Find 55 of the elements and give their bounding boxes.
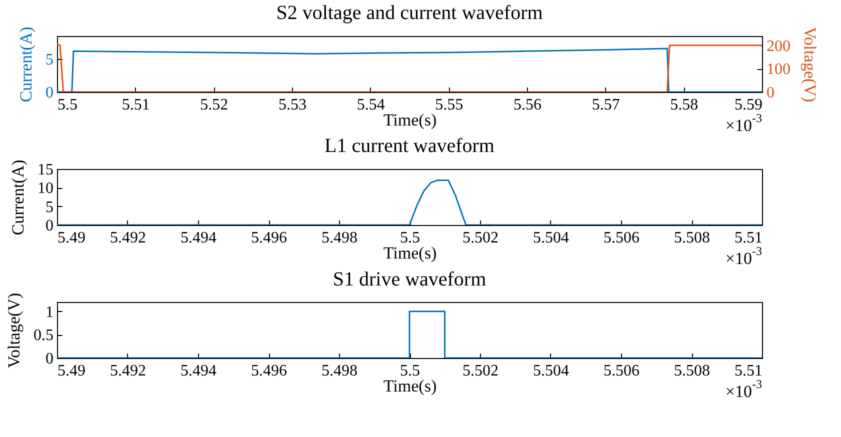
x-tick-label: 5.508	[674, 362, 710, 380]
chart-title: S1 drive waveform	[332, 268, 487, 290]
y-axis-title: Current(A)	[16, 26, 36, 102]
y-tick-label: 15	[38, 162, 54, 178]
y2-axis-title: Voltage(V)	[800, 26, 820, 102]
y-tick-label: 10	[38, 180, 54, 198]
y2-tick-label: 100	[766, 61, 790, 78]
x-tick-label: 5.57	[592, 96, 620, 114]
x-tick-label: 5.502	[462, 230, 498, 246]
x-tick-label: 5.53	[278, 96, 306, 114]
x-tick-label: 5.496	[251, 230, 287, 246]
x-tick-label: 5.502	[462, 362, 498, 380]
x-tick-label: 5.508	[674, 230, 710, 246]
x-tick-label: 5.494	[180, 230, 216, 246]
x-tick-label: 5.55	[435, 96, 464, 114]
x-tick-label: 5.496	[251, 362, 287, 380]
x-tick-label: 5.492	[110, 230, 146, 246]
y-axis-title: Current(A)	[8, 160, 28, 236]
x-tick-label: 5.54	[356, 96, 385, 114]
y-tick-label: 1	[46, 304, 54, 321]
y-tick-label: 0	[46, 350, 54, 368]
x-tick-label: 5.58	[670, 96, 698, 114]
x-tick-label: 5.506	[604, 362, 640, 380]
chart-title: S2 voltage and current waveform	[276, 2, 544, 24]
x-tick-label: 5.52	[200, 96, 228, 114]
y2-tick-label: 200	[766, 38, 790, 55]
x-tick-label: 5.5	[400, 230, 420, 246]
y-tick-label: 5	[46, 52, 54, 69]
y-tick-label: 0	[46, 84, 54, 102]
x-tick-label: 5.49	[58, 362, 86, 380]
x-tick-label: 5.56	[514, 96, 542, 114]
x-tick-label: 5.51	[734, 230, 762, 246]
x-axis-title: Time(s)	[383, 110, 437, 130]
x-tick-label: 5.51	[734, 362, 762, 380]
x-tick-label: 5.5	[58, 96, 78, 114]
chart-title: L1 current waveform	[324, 135, 495, 158]
y-tick-label: 5	[46, 198, 54, 216]
x-tick-label: 5.494	[180, 362, 216, 380]
x-tick-label: 5.49	[58, 230, 86, 246]
x-tick-label: 5.5	[400, 362, 420, 380]
line-series	[57, 179, 762, 225]
x-tick-label: 5.492	[110, 362, 146, 380]
y2-tick-label: 0	[766, 84, 774, 102]
x-tick-label: 5.504	[533, 230, 569, 246]
x-tick-label: 5.51	[122, 96, 150, 114]
y-tick-label: 0	[46, 218, 54, 234]
x-tick-label: 5.506	[604, 230, 640, 246]
x-tick-label: 5.504	[533, 362, 569, 380]
y-axis-title: Voltage(V)	[4, 292, 24, 368]
x-axis-title: Time(s)	[383, 244, 437, 262]
x-tick-label: 5.498	[322, 362, 358, 380]
x-axis-title: Time(s)	[383, 376, 437, 396]
x-tick-label: 5.59	[734, 96, 762, 114]
y-tick-label: 0.5	[34, 327, 54, 344]
x-tick-label: 5.498	[322, 230, 358, 246]
